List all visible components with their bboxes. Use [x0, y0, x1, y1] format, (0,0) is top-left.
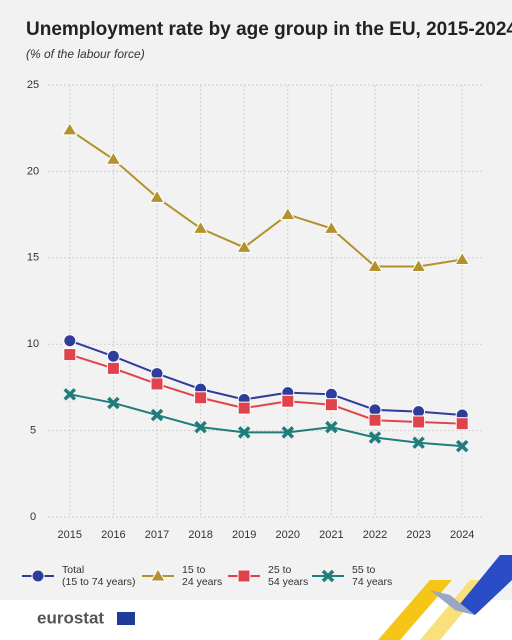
x-tick-label: 2019: [232, 529, 256, 541]
marker: [279, 206, 296, 221]
marker: [321, 569, 335, 583]
y-tick-label: 15: [27, 252, 39, 264]
marker: [281, 426, 295, 439]
marker: [237, 569, 251, 583]
y-tick-label: 20: [27, 165, 39, 177]
chart-title: Unemployment rate by age group in the EU…: [26, 19, 512, 40]
marker: [192, 220, 209, 234]
marker: [323, 220, 340, 234]
marker: [412, 415, 426, 429]
marker: [63, 388, 77, 401]
decor: [455, 555, 512, 615]
marker: [61, 121, 78, 136]
marker: [63, 348, 77, 362]
x-tick-label: 2018: [188, 529, 212, 541]
y-tick-label: 10: [27, 338, 39, 350]
marker: [31, 569, 45, 583]
x-tick-label: 2015: [58, 529, 82, 541]
x-tick-label: 2017: [145, 529, 169, 541]
marker: [149, 189, 165, 203]
x-tick-label: 2016: [101, 529, 125, 541]
marker: [281, 394, 295, 408]
series-line: [69, 339, 463, 417]
chart-subtitle: (% of the labour force): [26, 47, 145, 61]
decor: [430, 590, 475, 615]
marker: [150, 377, 164, 391]
marker: [194, 420, 207, 434]
legend-label: 15 to 24 years: [182, 564, 223, 588]
marker: [410, 258, 427, 272]
marker: [150, 408, 164, 422]
legend-label: Total (15 to 74 years): [62, 564, 136, 588]
legend-label: 55 to 74 years: [352, 564, 393, 588]
marker: [367, 258, 383, 272]
marker: [454, 251, 471, 266]
x-tick-label: 2020: [276, 529, 300, 541]
series-line: [69, 393, 463, 448]
marker: [324, 398, 338, 412]
marker: [237, 426, 251, 439]
marker: [194, 391, 208, 405]
logo: eurostat: [37, 608, 104, 627]
marker: [106, 349, 120, 363]
legend-label: 25 to 54 years: [268, 564, 309, 588]
x-tick-label: 2023: [406, 529, 430, 541]
marker: [455, 439, 469, 453]
decor: [378, 580, 452, 640]
marker: [412, 436, 425, 449]
marker: [63, 334, 77, 348]
series-line: [69, 353, 463, 425]
y-tick-label: 0: [30, 511, 36, 523]
marker: [106, 361, 120, 375]
eu-flag: [117, 612, 135, 625]
marker: [368, 431, 382, 444]
marker: [105, 151, 122, 165]
y-tick-label: 25: [27, 79, 39, 91]
x-tick-label: 2022: [363, 529, 387, 541]
series-line: [69, 129, 463, 268]
marker: [150, 568, 166, 582]
marker: [368, 413, 382, 427]
marker: [237, 401, 251, 415]
x-tick-label: 2021: [319, 529, 343, 541]
x-tick-label: 2024: [450, 529, 474, 541]
y-tick-label: 5: [30, 425, 36, 437]
marker: [107, 396, 120, 410]
marker: [325, 420, 338, 434]
marker: [236, 239, 253, 253]
marker: [455, 417, 469, 431]
